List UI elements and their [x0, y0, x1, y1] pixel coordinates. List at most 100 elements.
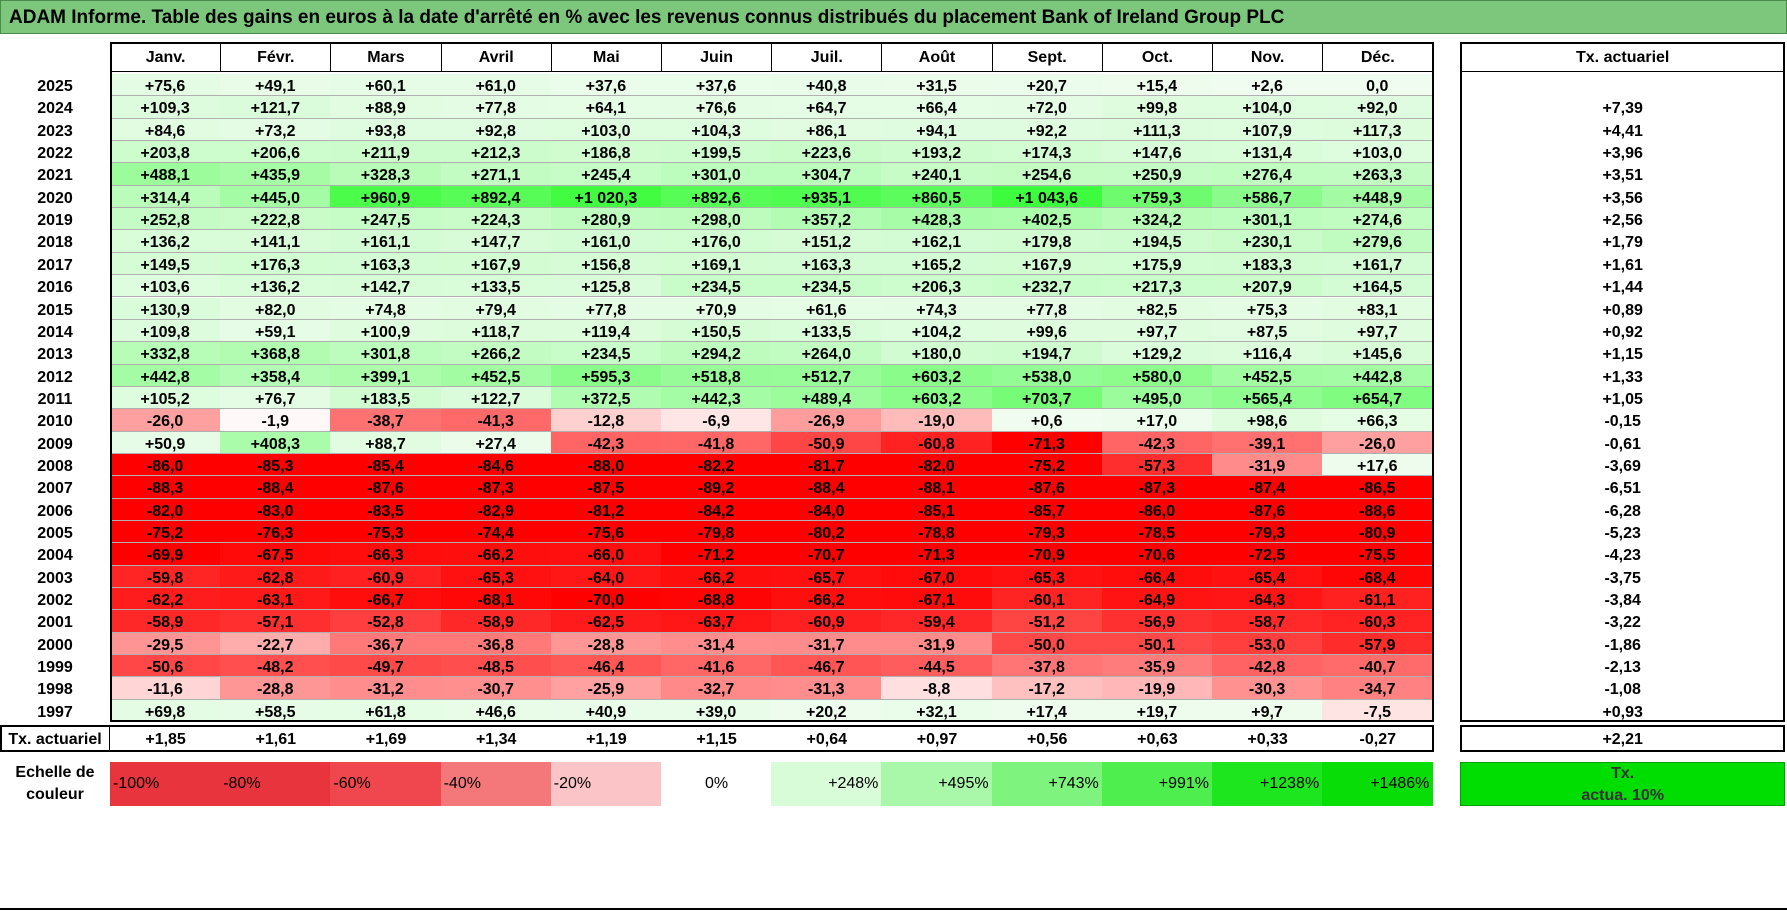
table-cell: -65,3 [991, 565, 1103, 589]
table-cell: -19,0 [881, 409, 993, 432]
month-header: Janv. [110, 42, 222, 72]
rate-cell: +0,93 [1602, 703, 1643, 721]
table-cell: +69,8 [110, 699, 222, 723]
table-cell: -53,0 [1212, 632, 1324, 656]
table-cell: +252,8 [110, 208, 222, 231]
table-cell: -86,0 [110, 453, 222, 477]
table-cell: -70,9 [991, 543, 1103, 566]
summary-cell: +0,56 [991, 725, 1103, 753]
table-cell: +174,3 [991, 141, 1103, 164]
table-cell: -31,9 [1212, 453, 1324, 477]
table-cell: +82,0 [220, 297, 332, 320]
year-label: 2007 [37, 480, 73, 498]
table-cell: +94,1 [881, 118, 993, 142]
table-cell: +15,4 [1101, 74, 1213, 97]
year-label: 1998 [37, 681, 73, 699]
year-label: 2022 [37, 145, 73, 163]
rate-cell: -4,23 [1604, 547, 1641, 565]
table-cell: -50,1 [1101, 632, 1213, 656]
year-label: 2010 [37, 413, 73, 431]
year-label: 2021 [37, 167, 73, 185]
table-cell: +301,8 [330, 342, 442, 365]
table-cell: +442,3 [661, 386, 773, 410]
year-label: 2015 [37, 301, 73, 319]
table-cell: +271,1 [440, 163, 552, 186]
rate-cell: -0,61 [1604, 435, 1641, 453]
summary-cell: +1,85 [110, 725, 222, 753]
table-cell: +161,7 [1322, 252, 1434, 276]
table-cell: +83,1 [1322, 297, 1434, 320]
table-cell: +212,3 [440, 141, 552, 164]
summary-cell: +0,63 [1101, 725, 1213, 753]
year-label: 2004 [37, 547, 73, 565]
table-cell: +111,3 [1101, 118, 1213, 142]
table-cell: +37,6 [661, 74, 773, 97]
table-cell: +580,0 [1101, 364, 1213, 387]
table-cell: +224,3 [440, 208, 552, 231]
scale-swatch: -80% [220, 762, 332, 807]
table-cell: +279,6 [1322, 230, 1434, 253]
scale-label-line2: couleur [26, 786, 84, 804]
table-cell: +109,8 [110, 319, 222, 343]
table-cell: +87,5 [1212, 319, 1324, 343]
table-cell: -38,7 [330, 409, 442, 432]
table-cell: -84,0 [771, 498, 883, 521]
table-cell: +332,8 [110, 342, 222, 365]
summary-cell: +1,69 [330, 725, 442, 753]
table-cell: +77,8 [550, 297, 662, 320]
table-cell: -68,8 [661, 588, 773, 611]
table-cell: +276,4 [1212, 163, 1324, 186]
table-cell: -75,3 [330, 521, 442, 544]
table-cell: -60,3 [1322, 610, 1434, 633]
table-cell: +121,7 [220, 96, 332, 119]
table-cell: +234,5 [661, 275, 773, 298]
scale-swatch: +248% [771, 762, 883, 807]
table-cell: -57,9 [1322, 632, 1434, 656]
table-cell: -60,8 [881, 431, 993, 454]
year-label: 2018 [37, 234, 73, 252]
table-cell: -66,2 [771, 588, 883, 611]
table-cell: +495,0 [1101, 386, 1213, 410]
table-cell: +428,3 [881, 208, 993, 231]
table-cell: +20,2 [771, 699, 883, 723]
table-cell: -56,9 [1101, 610, 1213, 633]
table-cell: -42,8 [1212, 655, 1324, 678]
table-cell: +328,3 [330, 163, 442, 186]
table-cell: -87,6 [1212, 498, 1324, 521]
table-cell: -22,7 [220, 632, 332, 656]
table-cell: -64,3 [1212, 588, 1324, 611]
rate-cell: +1,79 [1602, 234, 1643, 252]
table-cell: +565,4 [1212, 386, 1324, 410]
year-label: 2003 [37, 569, 73, 587]
table-cell: -80,9 [1322, 521, 1434, 544]
table-cell: -58,7 [1212, 610, 1324, 633]
table-cell: -67,1 [881, 588, 993, 611]
table-cell: +88,7 [330, 431, 442, 454]
month-header: Mars [330, 42, 442, 72]
table-cell: +82,5 [1101, 297, 1213, 320]
table-cell: -79,3 [1212, 521, 1324, 544]
table-cell: +64,1 [550, 96, 662, 119]
table-cell: -62,5 [550, 610, 662, 633]
scale-swatch: -100% [110, 762, 222, 807]
table-cell: +92,2 [991, 118, 1103, 142]
table-cell: +75,6 [110, 74, 222, 97]
table-cell: +206,3 [881, 275, 993, 298]
table-cell: -66,3 [330, 543, 442, 566]
month-header: Mai [550, 42, 662, 72]
month-header: Oct. [1101, 42, 1213, 72]
table-cell: +199,5 [661, 141, 773, 164]
table-cell: +183,5 [330, 386, 442, 410]
table-cell: -50,0 [991, 632, 1103, 656]
table-cell: -63,7 [661, 610, 773, 633]
table-cell: +179,8 [991, 230, 1103, 253]
actua-line2: actua. 10% [1581, 787, 1665, 805]
table-cell: +66,3 [1322, 409, 1434, 432]
table-cell: -29,5 [110, 632, 222, 656]
table-cell: +357,2 [771, 208, 883, 231]
table-cell: +92,8 [440, 118, 552, 142]
table-cell: -70,6 [1101, 543, 1213, 566]
table-cell: -71,3 [991, 431, 1103, 454]
table-cell: +0,6 [991, 409, 1103, 432]
table-cell: 0,0 [1322, 74, 1434, 97]
